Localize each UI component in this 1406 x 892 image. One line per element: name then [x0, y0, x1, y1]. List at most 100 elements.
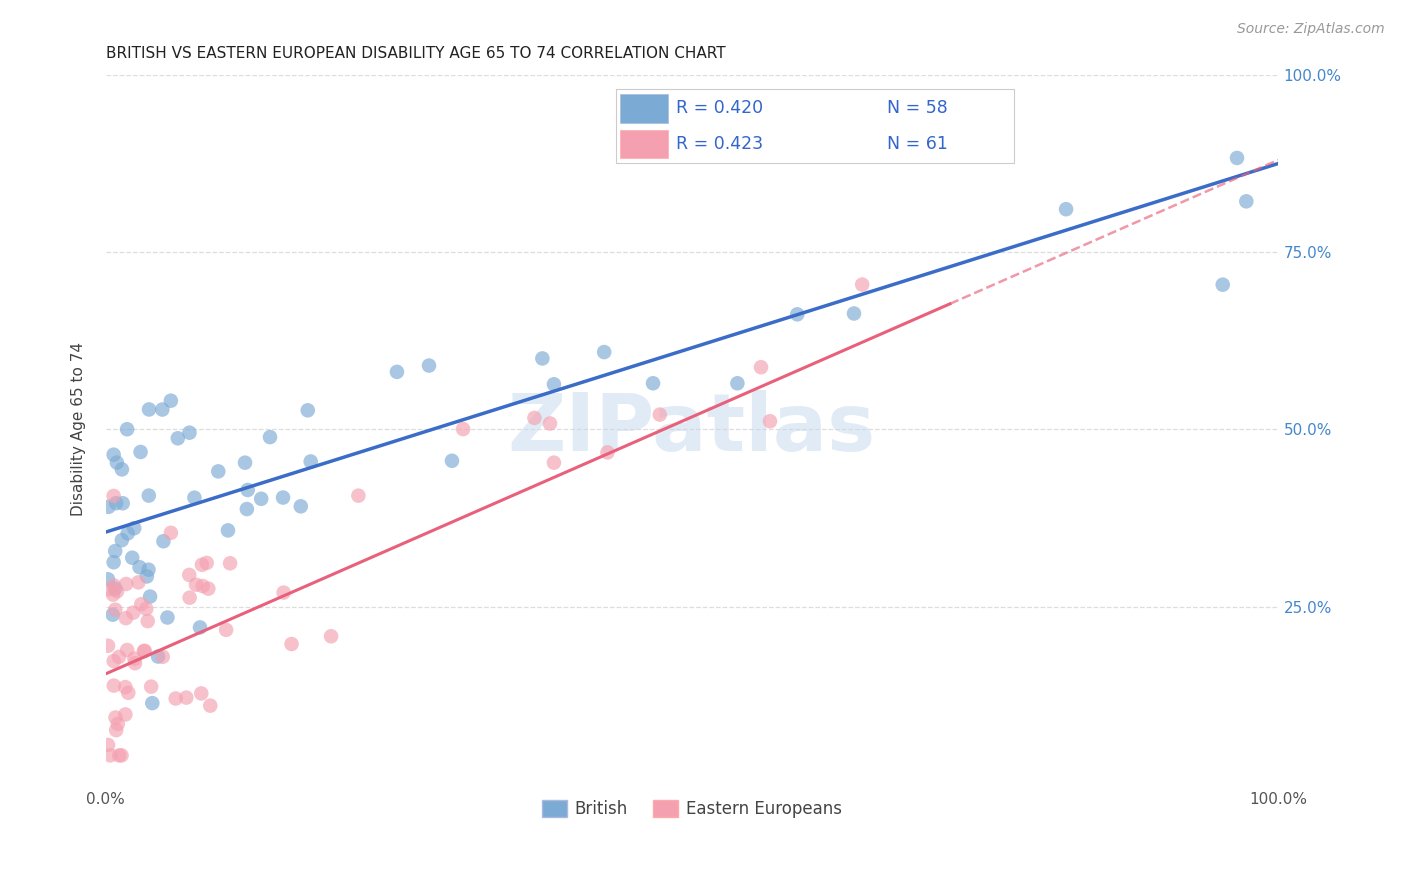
Point: [105, 584, 128, 599]
Point: [105, 723, 128, 738]
Point: [115, 611, 138, 625]
Point: [593, 345, 616, 359]
Point: [139, 590, 162, 604]
Point: [1234, 194, 1257, 209]
Point: [124, 657, 146, 671]
Point: [103, 679, 125, 693]
Point: [129, 597, 152, 611]
Point: [107, 717, 129, 731]
Point: [141, 680, 163, 694]
Point: [297, 403, 319, 417]
Point: [122, 521, 145, 535]
Point: [115, 643, 138, 657]
Point: [104, 602, 127, 616]
Point: [184, 577, 207, 591]
Point: [271, 491, 294, 505]
Point: [440, 454, 463, 468]
Point: [596, 445, 619, 459]
Point: [114, 707, 136, 722]
Point: [111, 496, 134, 510]
Point: [543, 377, 565, 392]
Point: [166, 431, 188, 445]
Point: [179, 425, 201, 440]
Point: [259, 430, 281, 444]
Point: [127, 575, 149, 590]
Text: BRITISH VS EASTERN EUROPEAN DISABILITY AGE 65 TO 74 CORRELATION CHART: BRITISH VS EASTERN EUROPEAN DISABILITY A…: [105, 46, 725, 62]
Point: [108, 748, 131, 763]
Point: [138, 489, 160, 503]
Point: [759, 414, 782, 428]
Point: [217, 524, 239, 538]
Point: [200, 698, 222, 713]
Point: [97, 500, 120, 514]
Point: [101, 588, 124, 602]
Point: [191, 558, 214, 572]
Point: [103, 555, 125, 569]
Text: ZIPatlas: ZIPatlas: [508, 391, 876, 468]
Point: [385, 365, 408, 379]
Legend: British, Eastern Europeans: British, Eastern Europeans: [534, 794, 849, 825]
Point: [138, 563, 160, 577]
Point: [538, 417, 561, 431]
Point: [165, 691, 187, 706]
Point: [104, 544, 127, 558]
Point: [105, 496, 128, 510]
Point: [128, 560, 150, 574]
Point: [105, 456, 128, 470]
Point: [104, 710, 127, 724]
Point: [749, 360, 772, 375]
Point: [103, 579, 125, 593]
Point: [842, 306, 865, 320]
Point: [190, 686, 212, 700]
Point: [103, 489, 125, 503]
Point: [150, 402, 173, 417]
Point: [280, 637, 302, 651]
Point: [160, 525, 183, 540]
Point: [129, 445, 152, 459]
Point: [108, 649, 131, 664]
Point: [179, 591, 201, 605]
Point: [122, 606, 145, 620]
Point: [523, 411, 546, 425]
Point: [641, 376, 664, 391]
Point: [215, 623, 238, 637]
Point: [1226, 151, 1249, 165]
Point: [197, 582, 219, 596]
Point: [97, 572, 120, 586]
Point: [97, 738, 120, 752]
Point: [111, 533, 134, 548]
Point: [134, 644, 156, 658]
Point: [195, 556, 218, 570]
Y-axis label: Disability Age 65 to 74: Disability Age 65 to 74: [72, 343, 86, 516]
Point: [156, 610, 179, 624]
Point: [103, 448, 125, 462]
Point: [101, 607, 124, 622]
Point: [98, 582, 121, 597]
Point: [138, 402, 160, 417]
Point: [176, 690, 198, 705]
Point: [299, 454, 322, 468]
Point: [347, 489, 370, 503]
Point: [451, 422, 474, 436]
Point: [725, 376, 748, 391]
Point: [233, 456, 256, 470]
Point: [104, 582, 127, 596]
Point: [135, 602, 157, 616]
Point: [124, 651, 146, 665]
Point: [115, 577, 138, 591]
Point: [110, 748, 132, 763]
Point: [117, 686, 139, 700]
Point: [136, 614, 159, 628]
Point: [851, 277, 873, 292]
Point: [236, 483, 259, 497]
Point: [250, 491, 273, 506]
Point: [121, 550, 143, 565]
Point: [219, 556, 242, 570]
Point: [114, 680, 136, 694]
Point: [146, 649, 169, 664]
Point: [531, 351, 554, 366]
Point: [418, 359, 440, 373]
Point: [290, 500, 312, 514]
Point: [152, 649, 174, 664]
Point: [543, 456, 565, 470]
